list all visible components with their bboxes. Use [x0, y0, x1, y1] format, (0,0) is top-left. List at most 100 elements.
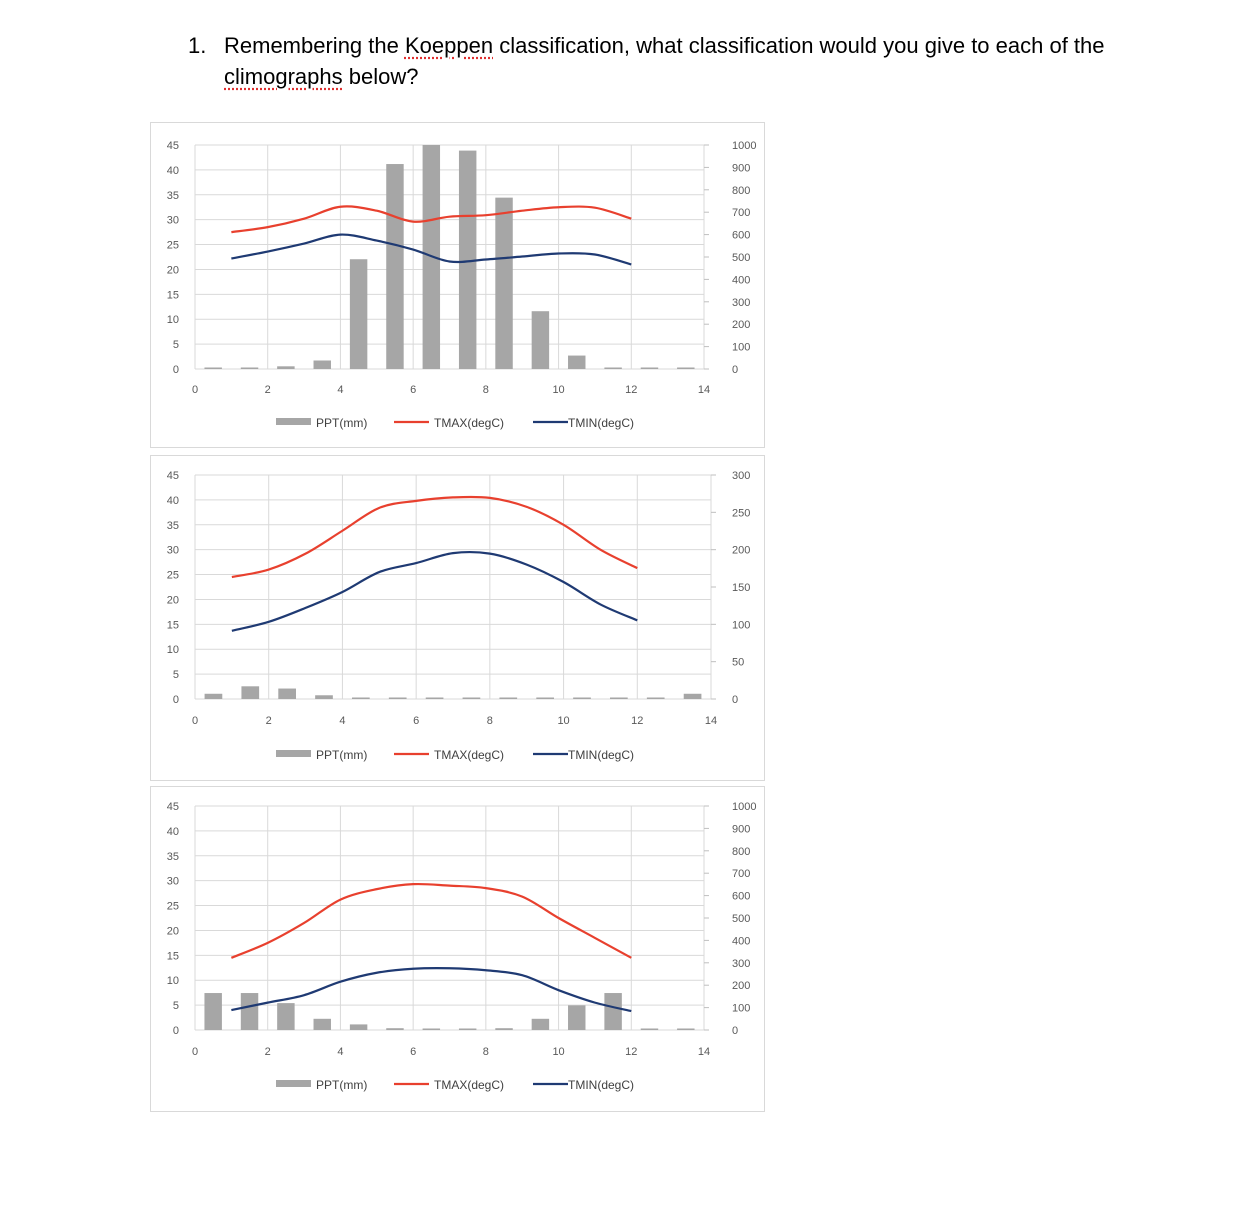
y2-tick-label: 500: [732, 252, 750, 264]
climograph-1-svg: 0510152025303540450100200300400500600700…: [167, 140, 757, 430]
y2-tick-label: 200: [732, 319, 750, 331]
y2-tick-label: 800: [732, 185, 750, 197]
y-tick-label: 15: [167, 950, 179, 962]
y2-tick-label: 0: [732, 364, 738, 376]
ppt-bar: [495, 197, 513, 369]
ppt-bar: [422, 1028, 441, 1030]
legend-ppt-swatch: [276, 418, 311, 425]
y-tick-label: 20: [167, 594, 179, 606]
y-tick-label: 45: [167, 140, 179, 152]
x-tick-label: 8: [483, 1046, 489, 1058]
tmax-line: [230, 882, 632, 959]
y-tick-label: 10: [167, 314, 179, 326]
y2-tick-label: 100: [732, 1003, 750, 1015]
question-text-part: Remembering the: [224, 33, 405, 58]
y2-tick-label: 700: [732, 868, 750, 880]
y2-tick-label: 0: [732, 1025, 738, 1037]
y2-tick-label: 250: [732, 507, 750, 519]
y-tick-label: 40: [167, 495, 179, 507]
question-word-climographs: climographs: [224, 64, 343, 89]
ppt-bar: [204, 367, 222, 369]
x-tick-label: 14: [698, 1046, 710, 1058]
x-tick-label: 12: [625, 1046, 637, 1058]
y-tick-label: 0: [173, 694, 179, 706]
ppt-bar: [499, 697, 518, 699]
x-tick-label: 12: [631, 715, 643, 727]
legend-label: PPT(mm): [316, 1078, 367, 1092]
ppt-bar: [495, 1028, 513, 1030]
legend-label: TMAX(degC): [434, 416, 504, 430]
question-text-part: classification, what classification woul…: [493, 33, 1105, 58]
x-tick-label: 8: [487, 715, 493, 727]
ppt-bar: [604, 367, 622, 369]
x-tick-label: 2: [265, 1046, 271, 1058]
y-tick-label: 30: [167, 876, 179, 888]
y2-tick-label: 400: [732, 935, 750, 947]
y-tick-label: 40: [167, 826, 179, 838]
y2-tick-label: 0: [732, 694, 738, 706]
climograph-3: 0 5 10 15 20 25 30 35 40 45 0 100 200 300 400 500 600 700…: [150, 786, 765, 1112]
x-tick-label: 0: [192, 715, 198, 727]
ppt-bar: [425, 697, 444, 699]
ppt-bar: [386, 164, 404, 369]
ppt-bar: [277, 366, 295, 369]
y2-tick-label: 400: [732, 274, 750, 286]
x-tick-label: 0: [192, 1046, 198, 1058]
y-tick-label: 40: [167, 165, 179, 177]
x-tick-label: 6: [410, 384, 416, 396]
tmin-line: [231, 967, 632, 1013]
ppt-bar: [640, 367, 659, 369]
x-tick-label: 10: [557, 715, 569, 727]
y-tick-label: 30: [167, 215, 179, 227]
y-tick-label: 20: [167, 264, 179, 276]
y-tick-label: 15: [167, 289, 179, 301]
y-tick-label: 35: [167, 520, 179, 532]
ppt-bar: [313, 360, 331, 369]
y-tick-label: 35: [167, 851, 179, 863]
y2-tick-label: 600: [732, 891, 750, 903]
x-tick-label: 0: [192, 384, 198, 396]
ppt-bar: [458, 150, 477, 369]
question-text-part: below?: [342, 64, 419, 89]
x-tick-label: 12: [625, 384, 637, 396]
x-tick-label: 10: [552, 1046, 564, 1058]
tmin-line: [231, 550, 638, 632]
climograph-1: 0 5 10 15 20 25 30 35 40 45 0 100 200 300 400 500 600 700…: [150, 122, 765, 448]
x-tick-label: 6: [410, 1046, 416, 1058]
y-tick-label: 10: [167, 975, 179, 987]
ppt-bar: [315, 695, 333, 699]
y2-tick-label: 1000: [732, 801, 756, 813]
x-tick-label: 14: [698, 384, 710, 396]
y-tick-label: 45: [167, 470, 179, 482]
climograph-3-svg: 0510152025303540450100200300400500600700…: [167, 801, 757, 1092]
legend-ppt-swatch: [276, 1080, 311, 1087]
ppt-bar: [388, 697, 407, 699]
y2-tick-label: 900: [732, 162, 750, 174]
ppt-bar: [568, 1005, 586, 1030]
legend-label: TMIN(degC): [568, 416, 634, 430]
climograph-2-svg: 0 5 10 15 20 25 30 35 40 45 0 50 100 150 200 250 300 0 2 4 6…: [167, 470, 751, 762]
ppt-bar: [277, 1003, 295, 1030]
y-tick-label: 30: [167, 545, 179, 557]
x-tick-label: 6: [413, 715, 419, 727]
y2-tick-label: 100: [732, 619, 750, 631]
ppt-bar: [646, 697, 665, 699]
y-tick-label: 5: [173, 669, 179, 681]
y2-tick-label: 300: [732, 958, 750, 970]
ppt-bar: [640, 1028, 659, 1030]
ppt-bar: [204, 693, 223, 699]
ppt-bar: [604, 993, 622, 1030]
tmax-line: [231, 205, 632, 234]
y2-tick-label: 200: [732, 980, 750, 992]
y-tick-label: 10: [167, 644, 179, 656]
ppt-bar: [349, 259, 368, 369]
ppt-bar: [531, 1018, 550, 1030]
y-tick-label: 45: [167, 801, 179, 813]
ppt-bar: [352, 697, 370, 699]
ppt-bar: [610, 697, 628, 699]
ppt-bar: [386, 1028, 404, 1030]
y2-tick-label: 800: [732, 846, 750, 858]
y-tick-label: 25: [167, 240, 179, 252]
y-tick-label: 0: [173, 364, 179, 376]
legend-label: TMIN(degC): [568, 748, 634, 762]
